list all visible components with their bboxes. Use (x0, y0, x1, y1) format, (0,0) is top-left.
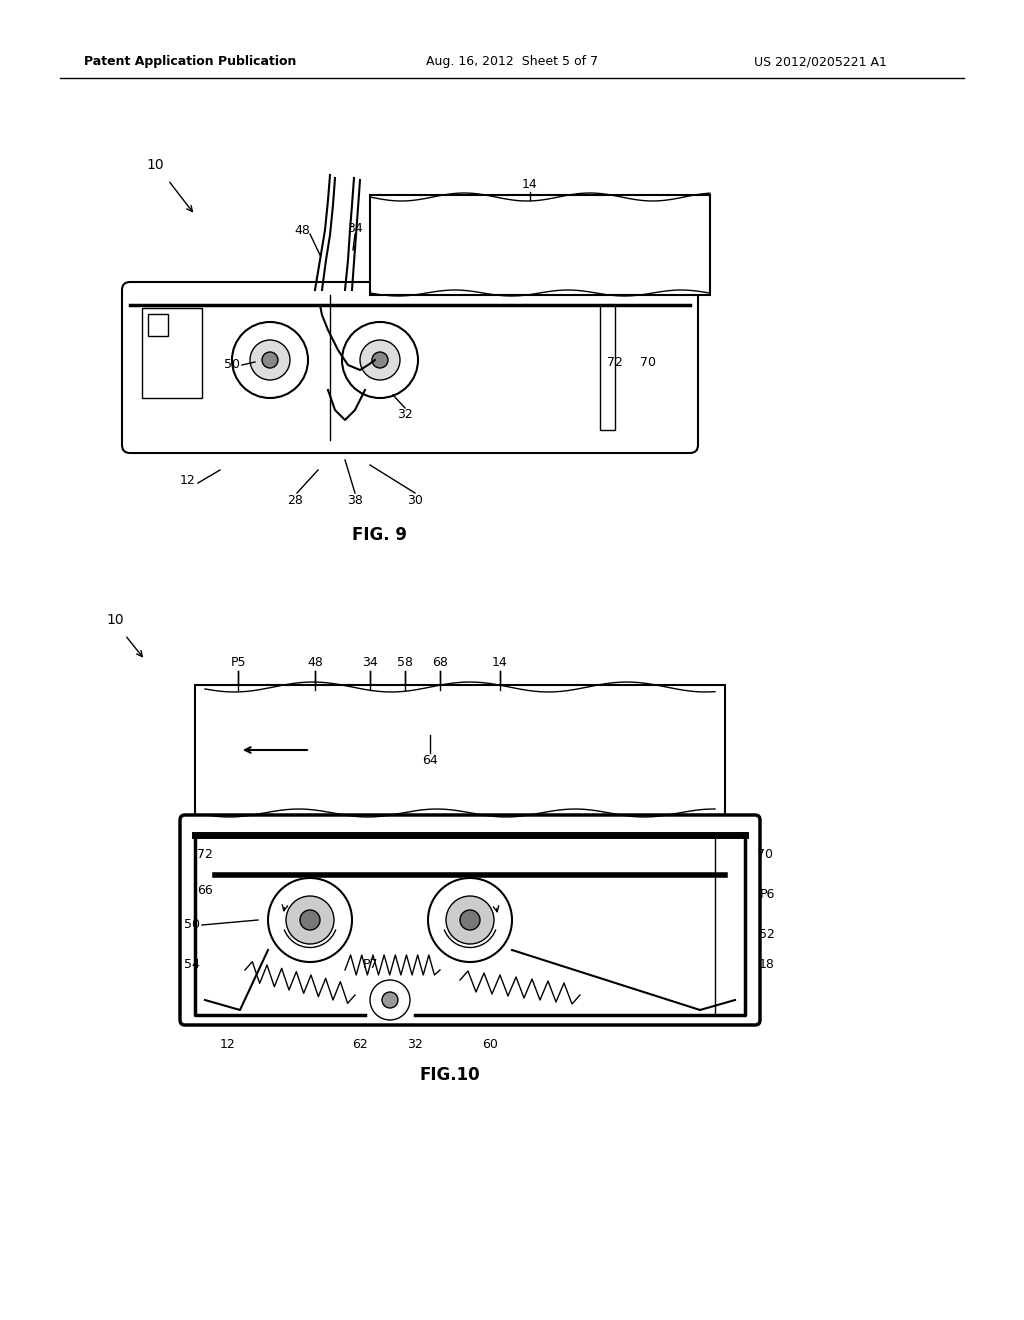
Text: 38: 38 (347, 494, 362, 507)
Polygon shape (370, 195, 710, 294)
Bar (195, 685, 725, 814)
Text: 58: 58 (397, 656, 413, 669)
Text: 12: 12 (180, 474, 196, 487)
Circle shape (286, 896, 334, 944)
Text: US 2012/0205221 A1: US 2012/0205221 A1 (754, 55, 887, 69)
Text: 64: 64 (422, 754, 438, 767)
Circle shape (342, 322, 418, 399)
Circle shape (446, 896, 494, 944)
Circle shape (250, 341, 290, 380)
Text: 68: 68 (432, 656, 447, 669)
Text: Aug. 16, 2012  Sheet 5 of 7: Aug. 16, 2012 Sheet 5 of 7 (426, 55, 598, 69)
Circle shape (460, 909, 480, 931)
Text: 30: 30 (408, 494, 423, 507)
Text: 34: 34 (362, 656, 378, 669)
Text: 34: 34 (347, 222, 362, 235)
Text: 62: 62 (352, 1039, 368, 1052)
Text: 12: 12 (220, 1039, 236, 1052)
Text: 70: 70 (757, 849, 773, 862)
Circle shape (382, 993, 398, 1008)
Text: 72: 72 (607, 355, 623, 368)
Text: 70: 70 (640, 355, 656, 368)
Text: 72: 72 (197, 849, 213, 862)
FancyBboxPatch shape (122, 282, 698, 453)
Text: P6: P6 (760, 888, 775, 902)
Text: 60: 60 (482, 1039, 498, 1052)
Circle shape (268, 878, 352, 962)
Circle shape (370, 979, 410, 1020)
Text: 66: 66 (198, 883, 213, 896)
Circle shape (300, 909, 319, 931)
Text: Patent Application Publication: Patent Application Publication (84, 55, 296, 69)
Text: FIG. 9: FIG. 9 (352, 525, 408, 544)
Text: 14: 14 (493, 656, 508, 669)
Text: 50: 50 (224, 359, 240, 371)
Circle shape (232, 322, 308, 399)
Text: 28: 28 (287, 494, 303, 507)
Text: 50: 50 (184, 919, 200, 932)
Text: 32: 32 (397, 408, 413, 421)
Text: 52: 52 (759, 928, 775, 941)
Circle shape (428, 878, 512, 962)
Circle shape (360, 341, 400, 380)
Text: 14: 14 (522, 178, 538, 191)
Text: 10: 10 (106, 612, 124, 627)
Text: 48: 48 (294, 223, 310, 236)
Bar (600, 305, 615, 430)
Bar (142, 308, 202, 399)
Circle shape (262, 352, 278, 368)
Text: FIG.10: FIG.10 (420, 1067, 480, 1084)
Circle shape (372, 352, 388, 368)
Bar (148, 314, 168, 337)
Text: 54: 54 (184, 958, 200, 972)
Text: 32: 32 (408, 1039, 423, 1052)
Text: 48: 48 (307, 656, 323, 669)
FancyBboxPatch shape (180, 814, 760, 1026)
Text: P5: P5 (230, 656, 246, 669)
Text: 10: 10 (146, 158, 164, 172)
Text: 18: 18 (759, 958, 775, 972)
Text: P7: P7 (362, 958, 378, 972)
